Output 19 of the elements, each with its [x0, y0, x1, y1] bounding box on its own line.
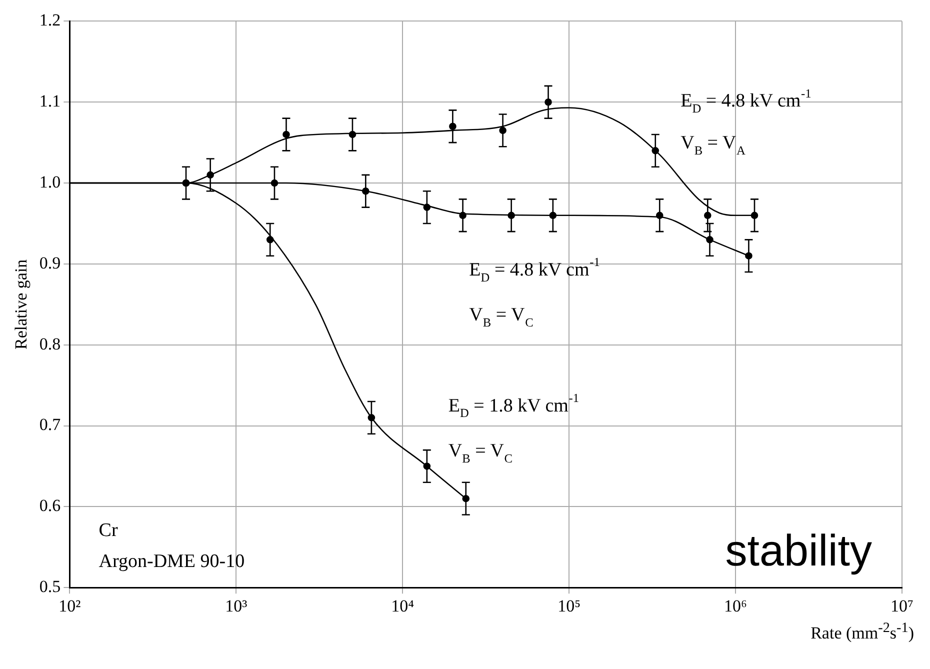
annotation: stability [725, 526, 872, 576]
annotation: Argon-DME 90-10 [98, 551, 245, 572]
y-tick-label: 0.7 [39, 415, 62, 434]
x-tick-label: 10⁷ [890, 596, 914, 616]
y-tick-label: 0.5 [39, 577, 61, 596]
y-axis-title: Relative gain [12, 258, 31, 350]
annotation: Cr [98, 520, 118, 541]
x-tick-label: 10² [58, 596, 81, 616]
y-tick-label: 1.1 [39, 92, 61, 111]
x-axis-title: Rate (mm$^{-2}$s$^{-1}$) [810, 620, 915, 644]
y-tick-label: 0.8 [39, 334, 61, 354]
y-tick-label: 1.0 [39, 172, 61, 192]
x-tick-label: 10⁴ [391, 596, 414, 616]
x-tick-label: 10⁶ [724, 596, 748, 616]
y-tick-label: 0.6 [39, 496, 61, 516]
y-tick-label: 1.2 [39, 10, 61, 30]
x-tick-label: 10³ [225, 596, 248, 616]
y-tick-label: 0.9 [39, 253, 61, 272]
x-tick-label: 10⁵ [558, 596, 581, 616]
